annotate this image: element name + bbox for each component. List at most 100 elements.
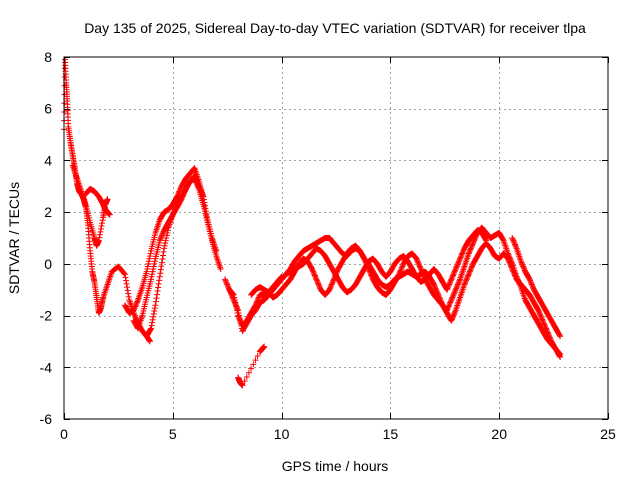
data-point	[466, 268, 473, 275]
data-point	[430, 281, 437, 288]
data-point	[446, 280, 453, 287]
data-point	[500, 236, 507, 243]
data-point	[542, 325, 549, 332]
data-point	[455, 259, 462, 266]
data-point	[143, 268, 150, 275]
data-point	[162, 240, 169, 247]
data-point	[226, 286, 233, 293]
data-point	[228, 290, 235, 297]
data-point	[131, 312, 138, 319]
y-tick-label: 8	[44, 49, 52, 65]
data-point	[449, 273, 456, 280]
data-point	[415, 259, 422, 266]
data-point	[312, 275, 319, 282]
data-point	[367, 271, 374, 278]
data-point	[449, 293, 456, 300]
data-point	[546, 333, 553, 340]
series-arc-10	[278, 227, 490, 296]
data-point	[420, 271, 427, 278]
data-point	[445, 282, 452, 289]
data-point	[154, 291, 161, 298]
data-point	[527, 278, 534, 285]
data-point	[361, 256, 368, 263]
data-point	[520, 264, 527, 271]
data-point	[546, 334, 553, 341]
data-point	[527, 277, 534, 284]
data-point	[151, 258, 158, 265]
data-point	[529, 282, 536, 289]
data-point	[314, 278, 321, 285]
data-point	[330, 277, 337, 284]
data-point	[507, 260, 514, 267]
data-point	[556, 350, 563, 357]
data-point	[461, 281, 468, 288]
data-point	[145, 258, 152, 265]
data-point	[194, 179, 201, 186]
data-point	[150, 263, 157, 270]
data-point	[125, 290, 132, 297]
data-point	[454, 262, 461, 269]
data-point	[254, 352, 261, 359]
plot-frame	[63, 56, 609, 420]
y-tick-label: -4	[40, 359, 53, 375]
data-point	[149, 316, 156, 323]
data-point	[538, 313, 545, 320]
series-isolated	[235, 343, 268, 389]
data-point	[236, 312, 243, 319]
data-point	[455, 280, 462, 287]
data-point	[97, 228, 104, 235]
data-point	[310, 269, 317, 276]
data-point	[194, 180, 201, 187]
data-point	[432, 285, 439, 292]
data-point	[466, 249, 473, 256]
data-point	[451, 311, 458, 318]
data-point	[329, 280, 336, 287]
data-point	[229, 294, 236, 301]
data-point	[124, 287, 131, 294]
data-point	[176, 187, 183, 194]
data-point	[241, 378, 248, 385]
x-tick-label: 25	[600, 426, 616, 442]
data-point	[132, 313, 139, 320]
data-point	[134, 298, 141, 305]
data-point	[447, 299, 454, 306]
data-point	[397, 267, 404, 274]
data-point	[511, 272, 518, 279]
data-point	[432, 284, 439, 291]
data-point	[416, 263, 423, 270]
data-point	[468, 264, 475, 271]
data-point	[151, 305, 158, 312]
data-point	[173, 203, 180, 210]
data-point	[151, 308, 158, 315]
data-point	[311, 272, 318, 279]
data-point	[217, 266, 224, 273]
data-point	[453, 263, 460, 270]
data-point	[227, 289, 234, 296]
data-point	[230, 295, 237, 302]
data-point	[452, 288, 459, 295]
data-point	[199, 192, 206, 199]
data-point	[315, 280, 322, 287]
series-arc-3	[82, 185, 113, 218]
data-point	[455, 258, 462, 265]
data-point	[231, 298, 238, 305]
series-arc-6	[143, 172, 207, 340]
data-point	[162, 237, 169, 244]
data-point	[237, 317, 244, 324]
data-point	[309, 267, 316, 274]
data-point	[150, 313, 157, 320]
data-point	[152, 302, 159, 309]
data-point	[557, 333, 564, 340]
data-point	[464, 273, 471, 280]
x-axis-label: GPS time / hours	[282, 458, 389, 474]
data-point	[419, 269, 426, 276]
data-point	[453, 284, 460, 291]
data-point	[456, 256, 463, 263]
data-point	[510, 238, 517, 245]
data-point	[447, 298, 454, 305]
data-point	[520, 263, 527, 270]
x-tick-label: 10	[274, 426, 290, 442]
data-point	[468, 244, 475, 251]
data-point	[543, 326, 550, 333]
data-point	[506, 259, 513, 266]
